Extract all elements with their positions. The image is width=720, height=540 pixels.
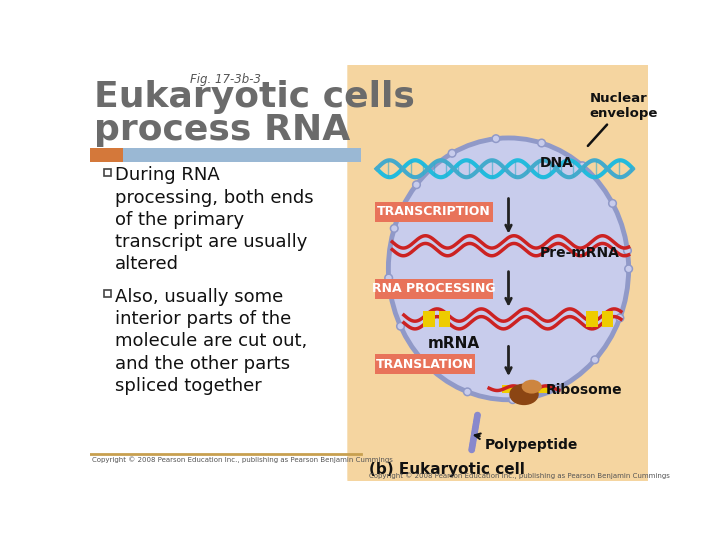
Circle shape [611, 201, 615, 206]
Text: During RNA
processing, both ends
of the primary
transcript are usually
altered: During RNA processing, both ends of the … [114, 166, 313, 273]
Circle shape [626, 267, 631, 271]
Text: (b) Eukaryotic cell: (b) Eukaryotic cell [369, 462, 525, 477]
Circle shape [392, 226, 397, 231]
Circle shape [464, 388, 472, 396]
Text: Eukaryotic cells: Eukaryotic cells [94, 80, 415, 114]
Circle shape [474, 420, 479, 425]
Circle shape [474, 413, 480, 418]
Circle shape [469, 447, 474, 453]
Circle shape [618, 315, 622, 320]
Circle shape [472, 429, 477, 434]
Circle shape [473, 422, 479, 427]
Text: DNA: DNA [539, 156, 573, 170]
Circle shape [469, 442, 475, 448]
Circle shape [538, 139, 546, 147]
Text: Ribosome: Ribosome [546, 383, 622, 397]
Circle shape [509, 396, 516, 403]
Text: Polypeptide: Polypeptide [474, 434, 579, 453]
FancyBboxPatch shape [601, 311, 613, 327]
Circle shape [624, 247, 631, 254]
FancyBboxPatch shape [122, 148, 361, 162]
FancyBboxPatch shape [90, 65, 361, 481]
Circle shape [398, 324, 403, 328]
FancyBboxPatch shape [375, 202, 493, 222]
FancyBboxPatch shape [375, 354, 475, 374]
Text: RNA PROCESSING: RNA PROCESSING [372, 282, 496, 295]
Ellipse shape [388, 138, 629, 400]
Text: Copyright © 2008 Pearson Education Inc., publishing as Pearson Benjamin Cummings: Copyright © 2008 Pearson Education Inc.,… [369, 472, 670, 479]
Circle shape [469, 445, 474, 450]
Circle shape [472, 433, 477, 438]
Text: Fig. 17-3b-3: Fig. 17-3b-3 [190, 72, 261, 85]
Circle shape [492, 135, 500, 143]
Circle shape [625, 248, 630, 253]
FancyBboxPatch shape [438, 311, 451, 327]
FancyBboxPatch shape [423, 311, 435, 327]
Circle shape [414, 183, 419, 187]
FancyBboxPatch shape [375, 279, 493, 299]
FancyBboxPatch shape [90, 148, 122, 162]
Circle shape [591, 356, 599, 363]
Circle shape [387, 276, 391, 280]
FancyBboxPatch shape [347, 52, 660, 493]
Circle shape [580, 164, 585, 168]
Text: Copyright © 2008 Pearson Education Inc., publishing as Pearson Benjamin Cummings: Copyright © 2008 Pearson Education Inc.,… [92, 456, 393, 463]
Circle shape [474, 415, 480, 420]
Circle shape [426, 364, 431, 368]
Text: Also, usually some
interior parts of the
molecule are cut out,
and the other par: Also, usually some interior parts of the… [114, 288, 307, 395]
Circle shape [450, 151, 454, 156]
Circle shape [472, 431, 477, 436]
Circle shape [413, 181, 420, 188]
FancyBboxPatch shape [104, 291, 111, 298]
Text: process RNA: process RNA [94, 112, 350, 146]
Circle shape [473, 424, 478, 429]
Circle shape [510, 397, 515, 402]
Circle shape [449, 150, 456, 157]
Circle shape [471, 436, 477, 441]
Circle shape [593, 357, 597, 362]
Text: Pre-mRNA: Pre-mRNA [539, 246, 619, 260]
Circle shape [555, 386, 559, 391]
Circle shape [390, 225, 398, 232]
Circle shape [470, 440, 476, 445]
Circle shape [384, 274, 392, 282]
Text: TRANSLATION: TRANSLATION [376, 358, 474, 371]
Circle shape [472, 426, 478, 431]
FancyBboxPatch shape [538, 385, 549, 393]
Text: mRNA: mRNA [428, 336, 480, 351]
Circle shape [616, 314, 624, 322]
FancyBboxPatch shape [586, 311, 598, 327]
Circle shape [474, 417, 480, 422]
FancyBboxPatch shape [104, 168, 111, 176]
Circle shape [539, 141, 544, 145]
Circle shape [494, 137, 498, 141]
Ellipse shape [509, 383, 539, 405]
Text: Nuclear
envelope: Nuclear envelope [588, 92, 658, 146]
FancyBboxPatch shape [503, 385, 513, 393]
Circle shape [424, 362, 432, 370]
Circle shape [579, 162, 586, 170]
Circle shape [471, 438, 476, 443]
Circle shape [397, 322, 405, 330]
Circle shape [625, 265, 632, 273]
Text: TRANSCRIPTION: TRANSCRIPTION [377, 205, 491, 218]
Circle shape [608, 200, 616, 207]
Ellipse shape [522, 380, 542, 394]
Circle shape [554, 384, 561, 392]
Circle shape [465, 389, 469, 394]
